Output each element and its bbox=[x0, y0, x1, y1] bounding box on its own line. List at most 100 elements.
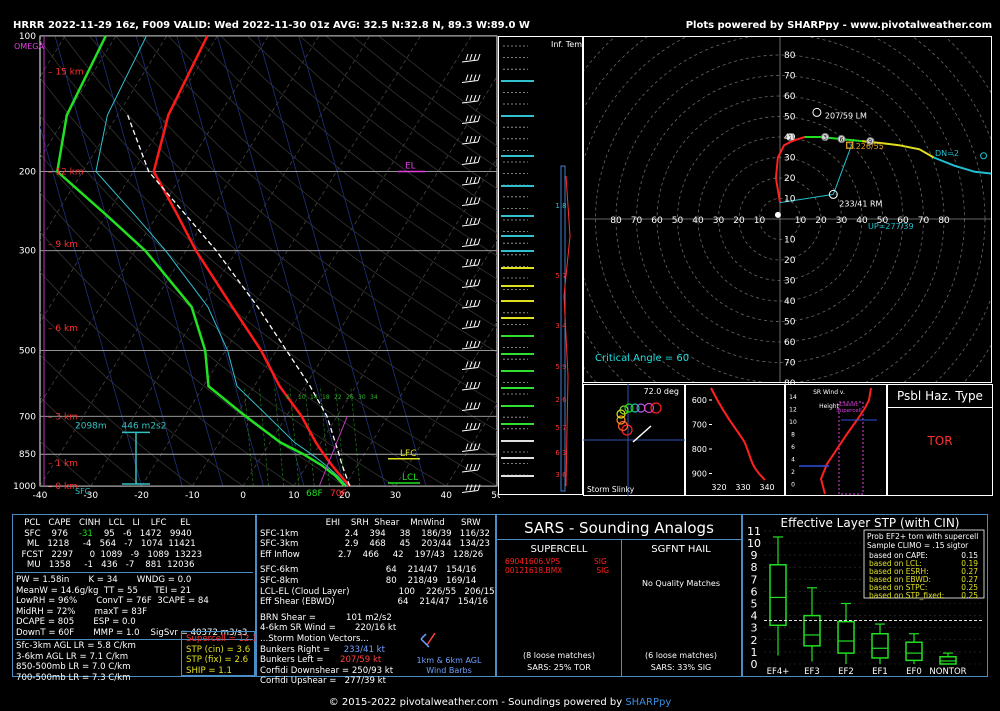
mixing-ratio-label: 6 bbox=[286, 394, 290, 401]
index-cell: TT = 55 bbox=[103, 585, 155, 596]
kin-label: LCL-EL (Cloud Layer) bbox=[260, 586, 355, 597]
height-label: – 15 km bbox=[48, 68, 84, 78]
hodo-9-12km bbox=[933, 156, 991, 175]
ring-label: 70 bbox=[631, 216, 643, 226]
prob-value: 0.19 bbox=[961, 559, 978, 568]
kin-cell: 2.4 bbox=[339, 528, 359, 539]
sars-match: 69041606.VPS bbox=[505, 557, 560, 566]
pressure-label: 100 bbox=[19, 32, 36, 42]
ring-label: 10 bbox=[754, 216, 766, 226]
index-cell: LowRH = 96% bbox=[16, 596, 97, 607]
slinky-angle: 72.0 deg bbox=[644, 387, 679, 396]
sharppy-link[interactable]: SHARPpy bbox=[625, 697, 672, 708]
parcel-header: CINH bbox=[70, 518, 101, 528]
motion-value: 207/59 kt bbox=[339, 655, 382, 666]
motion-label: Bunkers Right = bbox=[260, 644, 344, 655]
inf-temp-label: Inf. Temp. bbox=[551, 40, 590, 49]
kin-header: EHI bbox=[320, 518, 340, 528]
parcel-cell: FCST bbox=[16, 549, 44, 560]
height-label: – 6 km bbox=[48, 324, 78, 334]
stp-ytick: 7 bbox=[751, 573, 758, 586]
sars-no-quality: No Quality Matches bbox=[641, 579, 721, 588]
brn-value: 101 m2/s2 bbox=[346, 612, 392, 623]
sfc-dew: 68F bbox=[306, 489, 323, 499]
kin-cell bbox=[339, 565, 353, 575]
parcel-cell: 881 bbox=[134, 560, 162, 571]
temp-tick: 50 bbox=[491, 491, 500, 501]
kin-cell: 218/49 bbox=[396, 575, 438, 586]
barb-label-2: Wind Barbs bbox=[426, 666, 472, 675]
kin-cell: 206/15 bbox=[456, 586, 495, 597]
parcel-cell: -9 bbox=[122, 549, 140, 560]
kin-cell bbox=[369, 587, 388, 597]
parcel-header: LI bbox=[124, 518, 140, 528]
stp-box bbox=[905, 641, 923, 662]
ring-label: 80 bbox=[784, 379, 796, 384]
motion-label: Bunkers Left = bbox=[260, 655, 340, 666]
ring-label: 20 bbox=[815, 216, 827, 226]
height-label: – 0 km bbox=[48, 482, 78, 492]
ring-label: 10 bbox=[795, 216, 807, 226]
srwind-line bbox=[819, 387, 872, 495]
parcel-cell: 0 bbox=[73, 549, 96, 560]
temp-tick: 30 bbox=[390, 491, 402, 501]
mixing-ratio-label: 26 bbox=[346, 394, 354, 401]
kin-header: SRW bbox=[444, 518, 481, 528]
sr-wind-label: 4-6km SR Wind = bbox=[260, 623, 355, 634]
composite-index: STP (cin) = 3.6 bbox=[186, 644, 251, 655]
temp-tick: -20 bbox=[134, 491, 149, 501]
index-cell: ESP = 0.0 bbox=[93, 617, 147, 628]
height-label: – 3 km bbox=[48, 412, 78, 422]
composite-index: STP (fix) = 2.6 bbox=[186, 655, 249, 666]
sars-hail-sig: SARS: 33% SIG bbox=[650, 663, 712, 672]
temp-tick: 20 bbox=[339, 491, 351, 501]
kinematic-table: EHI SRH Shear MnWind SRW SFC-1km 2.4 394 … bbox=[256, 514, 496, 686]
kin-header: MnWind bbox=[399, 518, 445, 528]
stp-ytick: 0 bbox=[751, 658, 758, 671]
motion-label: Corfidi Downshear = bbox=[260, 665, 352, 676]
ring-label: 80 bbox=[784, 51, 796, 61]
kin-cell bbox=[339, 576, 353, 586]
kin-cell bbox=[355, 587, 369, 597]
kin-cell: 169/14 bbox=[437, 575, 477, 586]
composite-index: Supercell = 12.1 bbox=[186, 634, 258, 644]
classic-label: Classic bbox=[839, 402, 858, 408]
theta-pressure: 900 bbox=[692, 470, 707, 479]
srwind-tick: 10 bbox=[789, 419, 797, 426]
hazard-value: TOR bbox=[927, 434, 953, 448]
temp-tick: -40 bbox=[33, 491, 48, 501]
inf-value: 2.6 bbox=[555, 396, 567, 404]
wetbulb-line bbox=[95, 35, 348, 487]
srwind-tick: 12 bbox=[789, 407, 797, 414]
srwind-tick: 4 bbox=[791, 457, 795, 464]
stp-box bbox=[837, 620, 855, 654]
parcel-cell: MU bbox=[16, 560, 41, 571]
stp-category: EF3 bbox=[804, 667, 820, 677]
stp-ytick: 6 bbox=[751, 585, 758, 598]
index-cell: ConvT = 76F bbox=[96, 596, 158, 607]
run-header: HRRR 2022-11-29 16z, F009 VALID: Wed 202… bbox=[13, 20, 530, 31]
parcel-cell: -4 bbox=[69, 539, 92, 550]
ring-label: 60 bbox=[897, 216, 909, 226]
lapse-rate: 3-6km AGL LR = 7.1 C/km bbox=[16, 651, 129, 662]
stp-ytick: 4 bbox=[751, 610, 758, 623]
hodo-6-9km bbox=[861, 140, 935, 159]
srwind-title: SR Wind v. bbox=[813, 389, 845, 396]
mixing-ratio-label: 14 bbox=[310, 394, 318, 401]
lfc-label: LFC bbox=[400, 449, 416, 459]
kin-label: SFC-3km bbox=[260, 539, 340, 550]
hodo-3-6km bbox=[804, 136, 863, 143]
index-cell: K = 34 bbox=[88, 575, 137, 585]
svg-text:Supercell: Supercell bbox=[836, 408, 862, 414]
parcel-cell: ML bbox=[16, 539, 40, 550]
kin-cell bbox=[353, 576, 372, 586]
kin-cell: 80 bbox=[372, 575, 397, 586]
kin-cell: 100 bbox=[387, 586, 416, 597]
pressure-label: 850 bbox=[19, 450, 36, 460]
mixing-ratio-label: 10 bbox=[298, 394, 306, 401]
theta-temp: 330 bbox=[735, 483, 750, 492]
parcel-cell: 11421 bbox=[162, 539, 196, 550]
stp-ytick: 2 bbox=[751, 634, 758, 647]
prob-title: Prob EF2+ torn with supercell bbox=[867, 532, 978, 541]
ring-label: 30 bbox=[713, 216, 725, 226]
